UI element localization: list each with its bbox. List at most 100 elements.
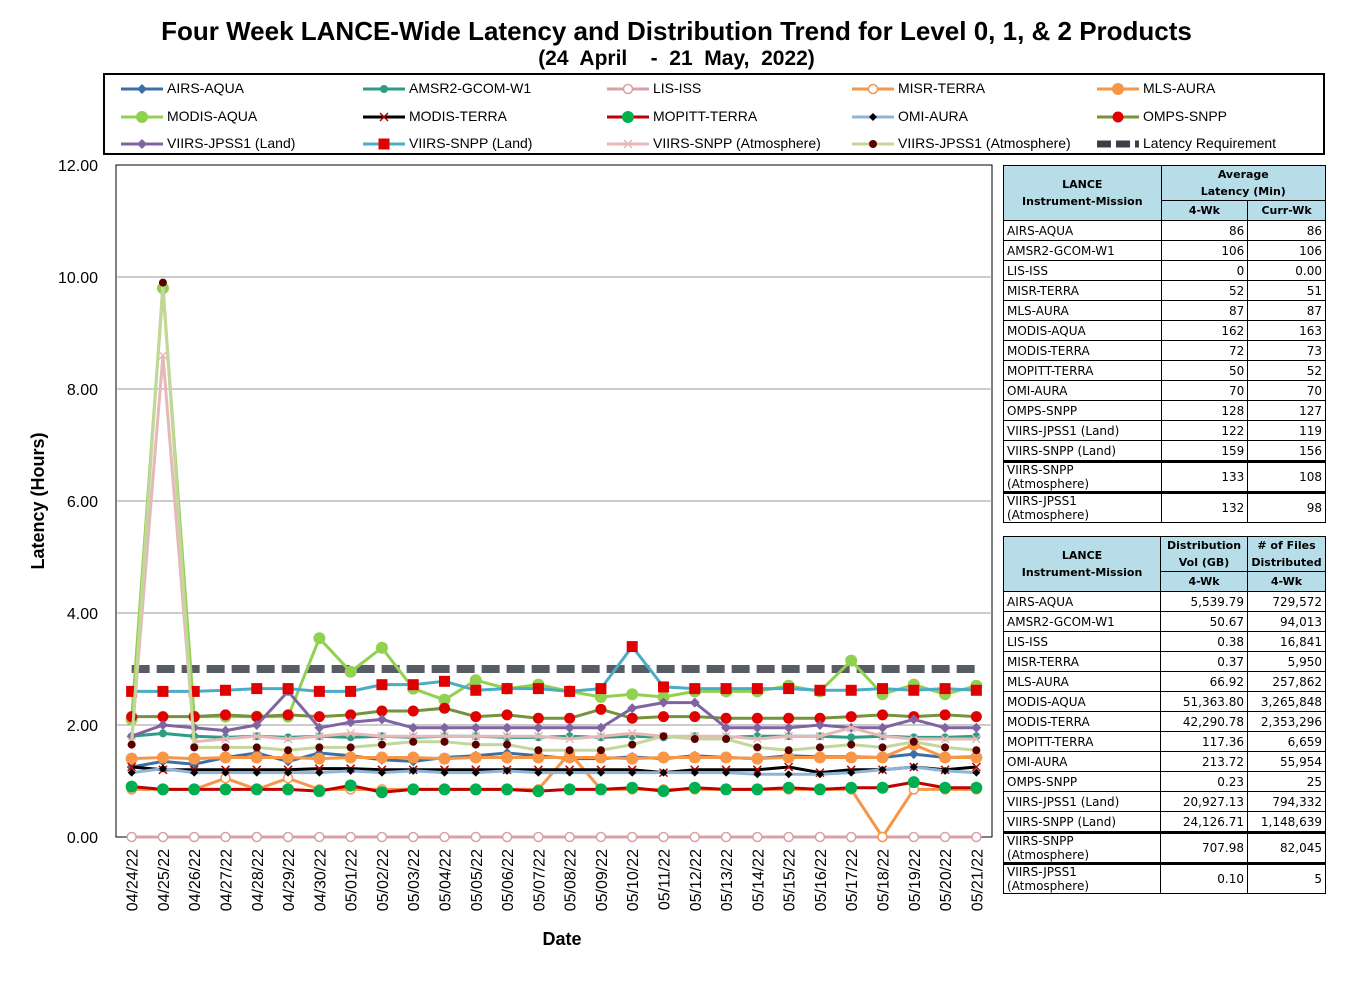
modis-aqua-point: [375, 641, 388, 654]
distribution-cell-vol: 707.98: [1160, 831, 1248, 864]
lis-iss-point: [188, 831, 200, 843]
omi-aura-point: [941, 766, 950, 775]
omps-snpp-point: [470, 711, 482, 723]
viirs-snpp-atmosphere-point: [877, 731, 888, 741]
latency-cell-curr: 73: [1247, 340, 1326, 361]
mopitt-terra-point: [407, 783, 420, 796]
distribution-row: AIRS-AQUA 5,539.79 729,572: [1002, 591, 1327, 612]
latency-table: LANCE Instrument-Mission Average Latency…: [1003, 165, 1327, 523]
legend-viirs-jpss1-atmosphere-point: [869, 140, 877, 148]
viirs-jpss1-atmosphere-point: [565, 746, 574, 755]
latency-row: OMPS-SNPP 128 127: [1003, 400, 1326, 421]
latency-cell-curr: 52: [1247, 360, 1326, 381]
viirs-snpp-atmosphere-point: [314, 731, 324, 741]
distribution-cell-files: 82,045: [1246, 831, 1327, 864]
amsr2-gcom-w1-point: [158, 729, 167, 738]
viirs-jpss1-atmosphere-point: [815, 743, 824, 752]
viirs-snpp-land-point: [282, 683, 294, 695]
mopitt-terra-point: [219, 783, 232, 796]
mopitt-terra-point: [657, 785, 670, 798]
latency-table-body: AIRS-AQUA 86 86 AMSR2-GCOM-W1 106 106 LIS-ISS 0…: [1003, 220, 1326, 523]
viirs-jpss1-land-point: [971, 722, 982, 733]
mopitt-terra-point: [125, 780, 138, 793]
viirs-jpss1-land-point: [470, 722, 481, 733]
distribution-cell-vol: 5,539.79: [1160, 591, 1248, 612]
latency-cell-name: OMI-AURA: [1003, 380, 1162, 401]
latency-row: VIIRS-SNPP (Land) 159 156: [1003, 440, 1326, 462]
omi-aura-point: [659, 768, 668, 777]
distribution-cell-files: 1,148,639: [1246, 811, 1327, 833]
omps-snpp-point: [313, 711, 325, 723]
distribution-cell-files: 55,954: [1246, 751, 1327, 772]
omps-snpp-point: [251, 711, 263, 723]
series-line-omps-snpp: [131, 706, 977, 720]
omi-aura-point: [346, 766, 355, 775]
latency-cell-name: VIIRS-SNPP (Atmosphere): [1003, 460, 1162, 493]
omps-snpp-point: [376, 705, 388, 717]
modis-aqua-point: [626, 688, 639, 701]
omps-snpp-point: [689, 711, 701, 723]
distribution-cell-vol: 0.10: [1160, 862, 1248, 894]
lis-iss-point: [689, 831, 701, 843]
legend-omps-snpp-point: [1112, 111, 1124, 123]
misr-terra-point: [877, 831, 888, 843]
latency-row: VIIRS-SNPP (Atmosphere) 133 108: [1003, 460, 1326, 493]
omi-aura-point: [127, 768, 136, 777]
latency-header-average-line2: Latency (Min): [1200, 185, 1286, 198]
lis-iss-point: [595, 831, 607, 843]
distribution-cell-name: AIRS-AQUA: [1002, 591, 1162, 612]
legend-swatch: [121, 84, 163, 94]
x-tick-label: 05/05/22: [469, 849, 486, 911]
lis-iss-point: [407, 831, 419, 843]
mls-aura-point: [156, 751, 169, 764]
mls-aura-point: [813, 751, 826, 764]
legend-swatch: [121, 111, 163, 123]
mls-aura-point: [407, 751, 420, 764]
latency-header-average: Average Latency (Min): [1160, 165, 1327, 201]
distribution-cell-files: 16,841: [1246, 631, 1327, 652]
legend-swatch: [1097, 140, 1139, 148]
distribution-cell-name: OMI-AURA: [1002, 751, 1162, 772]
omps-snpp-point: [220, 709, 231, 721]
distribution-cell-vol: 0.23: [1160, 771, 1248, 792]
viirs-jpss1-atmosphere-point: [409, 737, 418, 746]
omi-aura-point: [815, 770, 824, 779]
x-tick-label: 05/10/22: [625, 849, 642, 911]
modis-terra-point: [127, 762, 137, 772]
distribution-row: VIIRS-JPSS1 (Atmosphere) 0.10 5: [1002, 862, 1327, 894]
mls-aura-point: [626, 752, 639, 765]
series-viirs-snpp-land: [126, 641, 982, 697]
mopitt-terra-point: [688, 781, 701, 794]
viirs-jpss1-land-point: [564, 722, 575, 733]
dist-header-files-line1: # of Files: [1257, 539, 1316, 552]
mls-aura-point: [845, 751, 858, 764]
viirs-snpp-atmosphere-point: [971, 734, 981, 744]
omi-aura-point: [722, 768, 731, 777]
latency-row: MLS-AURA 87 87: [1003, 300, 1326, 321]
viirs-snpp-atmosphere-point: [377, 731, 387, 741]
latency-cell-name: MODIS-AQUA: [1003, 320, 1162, 341]
distribution-cell-vol: 0.38: [1160, 631, 1248, 652]
mopitt-terra-point: [250, 783, 263, 796]
distribution-row: MLS-AURA 66.92 257,862: [1002, 671, 1327, 692]
mls-aura-point: [594, 751, 607, 764]
latency-row: MODIS-AQUA 162 163: [1003, 320, 1326, 341]
latency-header-average-line1: Average: [1217, 168, 1269, 181]
viirs-snpp-atmosphere-point: [471, 731, 481, 741]
distribution-cell-vol: 20,927.13: [1160, 791, 1248, 812]
series-line-viirs-snpp-land: [131, 644, 977, 693]
latency-cell-wk4: 87: [1160, 300, 1249, 321]
latency-cell-curr: 86: [1247, 220, 1326, 241]
mls-aura-point: [688, 751, 701, 764]
y-tick-label: 8.00: [67, 382, 98, 399]
legend-mls-aura-point: [1112, 83, 1124, 95]
mls-aura-point: [563, 751, 576, 764]
lis-iss-point: [157, 831, 169, 843]
omi-aura-point: [690, 768, 699, 777]
x-tick-label: 05/15/22: [782, 849, 799, 911]
series-line-viirs-jpss1-land: [131, 689, 977, 738]
latency-row: VIIRS-JPSS1 (Atmosphere) 132 98: [1003, 491, 1326, 523]
latency-cell-wk4: 0: [1160, 260, 1249, 281]
latency-cell-wk4: 86: [1160, 220, 1249, 241]
omi-aura-point: [377, 768, 386, 777]
